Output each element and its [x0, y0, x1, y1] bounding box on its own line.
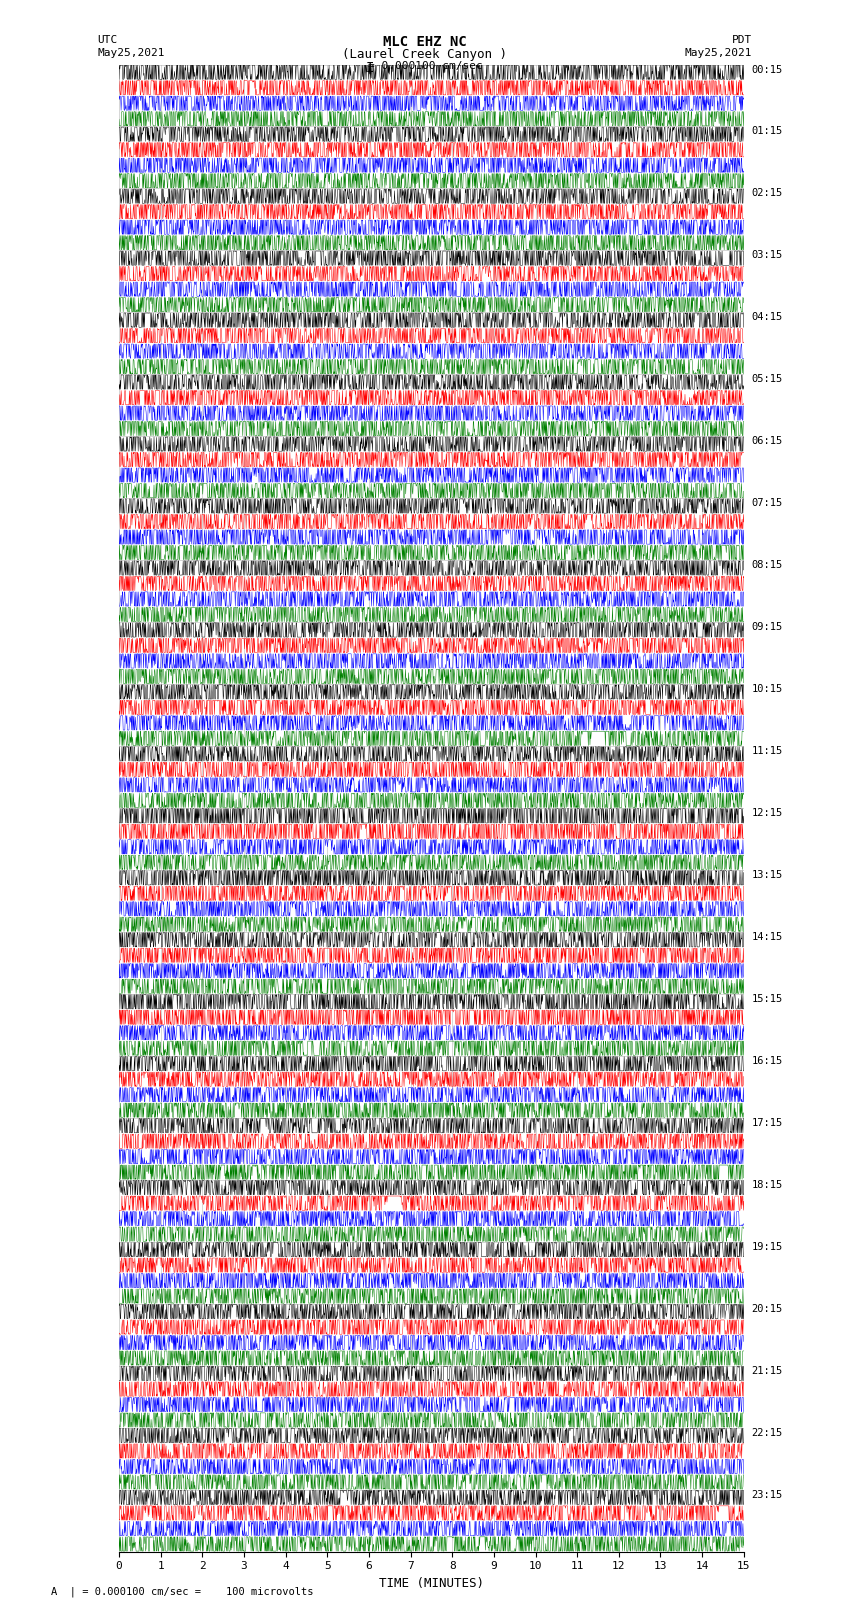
Text: PDT: PDT [732, 35, 752, 45]
Text: 02:15: 02:15 [751, 189, 783, 198]
Text: 07:15: 07:15 [751, 498, 783, 508]
Text: 14:15: 14:15 [751, 932, 783, 942]
Text: A  | = 0.000100 cm/sec =    100 microvolts: A | = 0.000100 cm/sec = 100 microvolts [51, 1586, 314, 1597]
X-axis label: TIME (MINUTES): TIME (MINUTES) [379, 1578, 484, 1590]
Text: UTC: UTC [98, 35, 118, 45]
Text: (Laurel Creek Canyon ): (Laurel Creek Canyon ) [343, 48, 507, 61]
Text: May25,2021: May25,2021 [98, 48, 165, 58]
Text: 04:15: 04:15 [751, 313, 783, 323]
Text: 13:15: 13:15 [751, 869, 783, 881]
Text: 17:15: 17:15 [751, 1118, 783, 1127]
Text: MLC EHZ NC: MLC EHZ NC [383, 35, 467, 50]
Text: 11:15: 11:15 [751, 747, 783, 756]
Text: 03:15: 03:15 [751, 250, 783, 260]
Text: 21:15: 21:15 [751, 1366, 783, 1376]
Text: I: I [366, 61, 374, 76]
Text: 16:15: 16:15 [751, 1057, 783, 1066]
Text: 08:15: 08:15 [751, 560, 783, 571]
Text: 19:15: 19:15 [751, 1242, 783, 1252]
Text: 10:15: 10:15 [751, 684, 783, 694]
Text: 22:15: 22:15 [751, 1428, 783, 1437]
Text: 00:15: 00:15 [751, 65, 783, 74]
Text: 06:15: 06:15 [751, 436, 783, 447]
Text: 20:15: 20:15 [751, 1303, 783, 1315]
Text: = 0.000100 cm/sec: = 0.000100 cm/sec [367, 61, 483, 71]
Text: 09:15: 09:15 [751, 623, 783, 632]
Text: May25,2021: May25,2021 [685, 48, 752, 58]
Text: 01:15: 01:15 [751, 126, 783, 137]
Text: 15:15: 15:15 [751, 994, 783, 1003]
Text: 12:15: 12:15 [751, 808, 783, 818]
Text: 23:15: 23:15 [751, 1490, 783, 1500]
Text: 18:15: 18:15 [751, 1181, 783, 1190]
Text: 05:15: 05:15 [751, 374, 783, 384]
